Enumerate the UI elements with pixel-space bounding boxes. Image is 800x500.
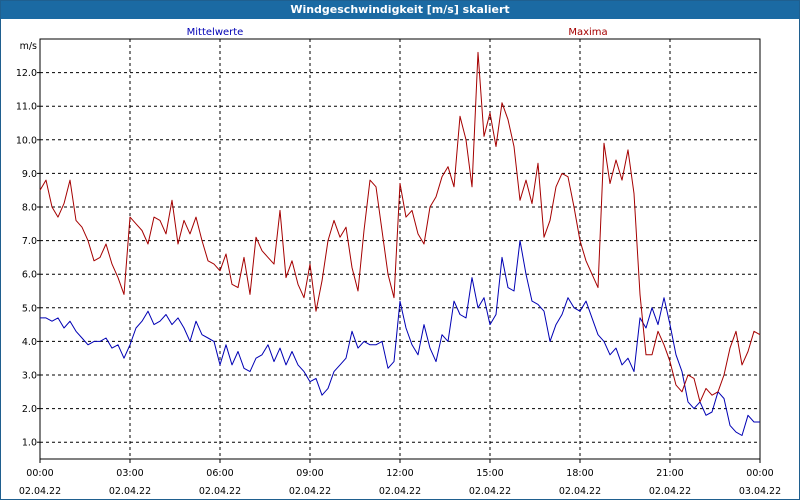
y-tick-label: 11.0 (16, 102, 37, 113)
x-tick-date: 02.04.22 (379, 486, 421, 497)
series-line-maxima (39, 51, 761, 403)
x-tick-time: 18:00 (566, 468, 593, 479)
x-tick-date: 02.04.22 (649, 486, 691, 497)
y-tick-label: 6.0 (22, 270, 37, 281)
x-tick-time: 06:00 (206, 468, 233, 479)
y-tick-label: 8.0 (22, 203, 37, 214)
x-tick-date: 02.04.22 (289, 486, 331, 497)
x-tick-time: 09:00 (296, 468, 323, 479)
x-tick-time: 12:00 (386, 468, 413, 479)
y-axis-ticks: 1.0 2.0 3.0 4.0 5.0 6.0 7.0 8.0 9.0 10.0 11.0 12.0 (16, 68, 40, 449)
x-tick-date: 02.04.22 (469, 486, 511, 497)
series-line-mittelwerte (40, 240, 760, 436)
x-tick-date: 02.04.22 (109, 486, 151, 497)
y-tick-label: 10.0 (16, 135, 37, 146)
y-tick-label: 9.0 (22, 169, 37, 180)
x-tick-time: 21:00 (656, 468, 683, 479)
x-tick-date: 02.04.22 (199, 486, 241, 497)
y-tick-label: 7.0 (22, 236, 37, 247)
y-tick-label: 3.0 (22, 371, 37, 382)
y-tick-label: 2.0 (22, 404, 37, 415)
x-tick-time: 00:00 (746, 468, 773, 479)
x-tick-date: 03.04.22 (739, 486, 781, 497)
y-tick-label: 5.0 (22, 303, 37, 314)
grid-lines (40, 39, 760, 459)
window-title: Windgeschwindigkeit [m/s] skaliert (1, 1, 799, 19)
y-axis-label: m/s (20, 41, 37, 52)
x-axis-ticks: 00:00 02.04.22 03:00 02.04.22 06:00 02.04.22 0… (19, 459, 781, 497)
y-tick-label: 1.0 (22, 438, 37, 449)
x-tick-time: 15:00 (476, 468, 503, 479)
legend-mean: Mittelwerte (187, 27, 244, 38)
legend-max: Maxima (568, 27, 607, 38)
y-tick-label: 12.0 (16, 68, 37, 79)
x-tick-date: 02.04.22 (559, 486, 601, 497)
x-tick-date: 02.04.22 (19, 486, 61, 497)
x-tick-time: 00:00 (26, 468, 53, 479)
x-tick-time: 03:00 (116, 468, 143, 479)
y-tick-label: 4.0 (22, 337, 37, 348)
series-lines (39, 51, 761, 436)
